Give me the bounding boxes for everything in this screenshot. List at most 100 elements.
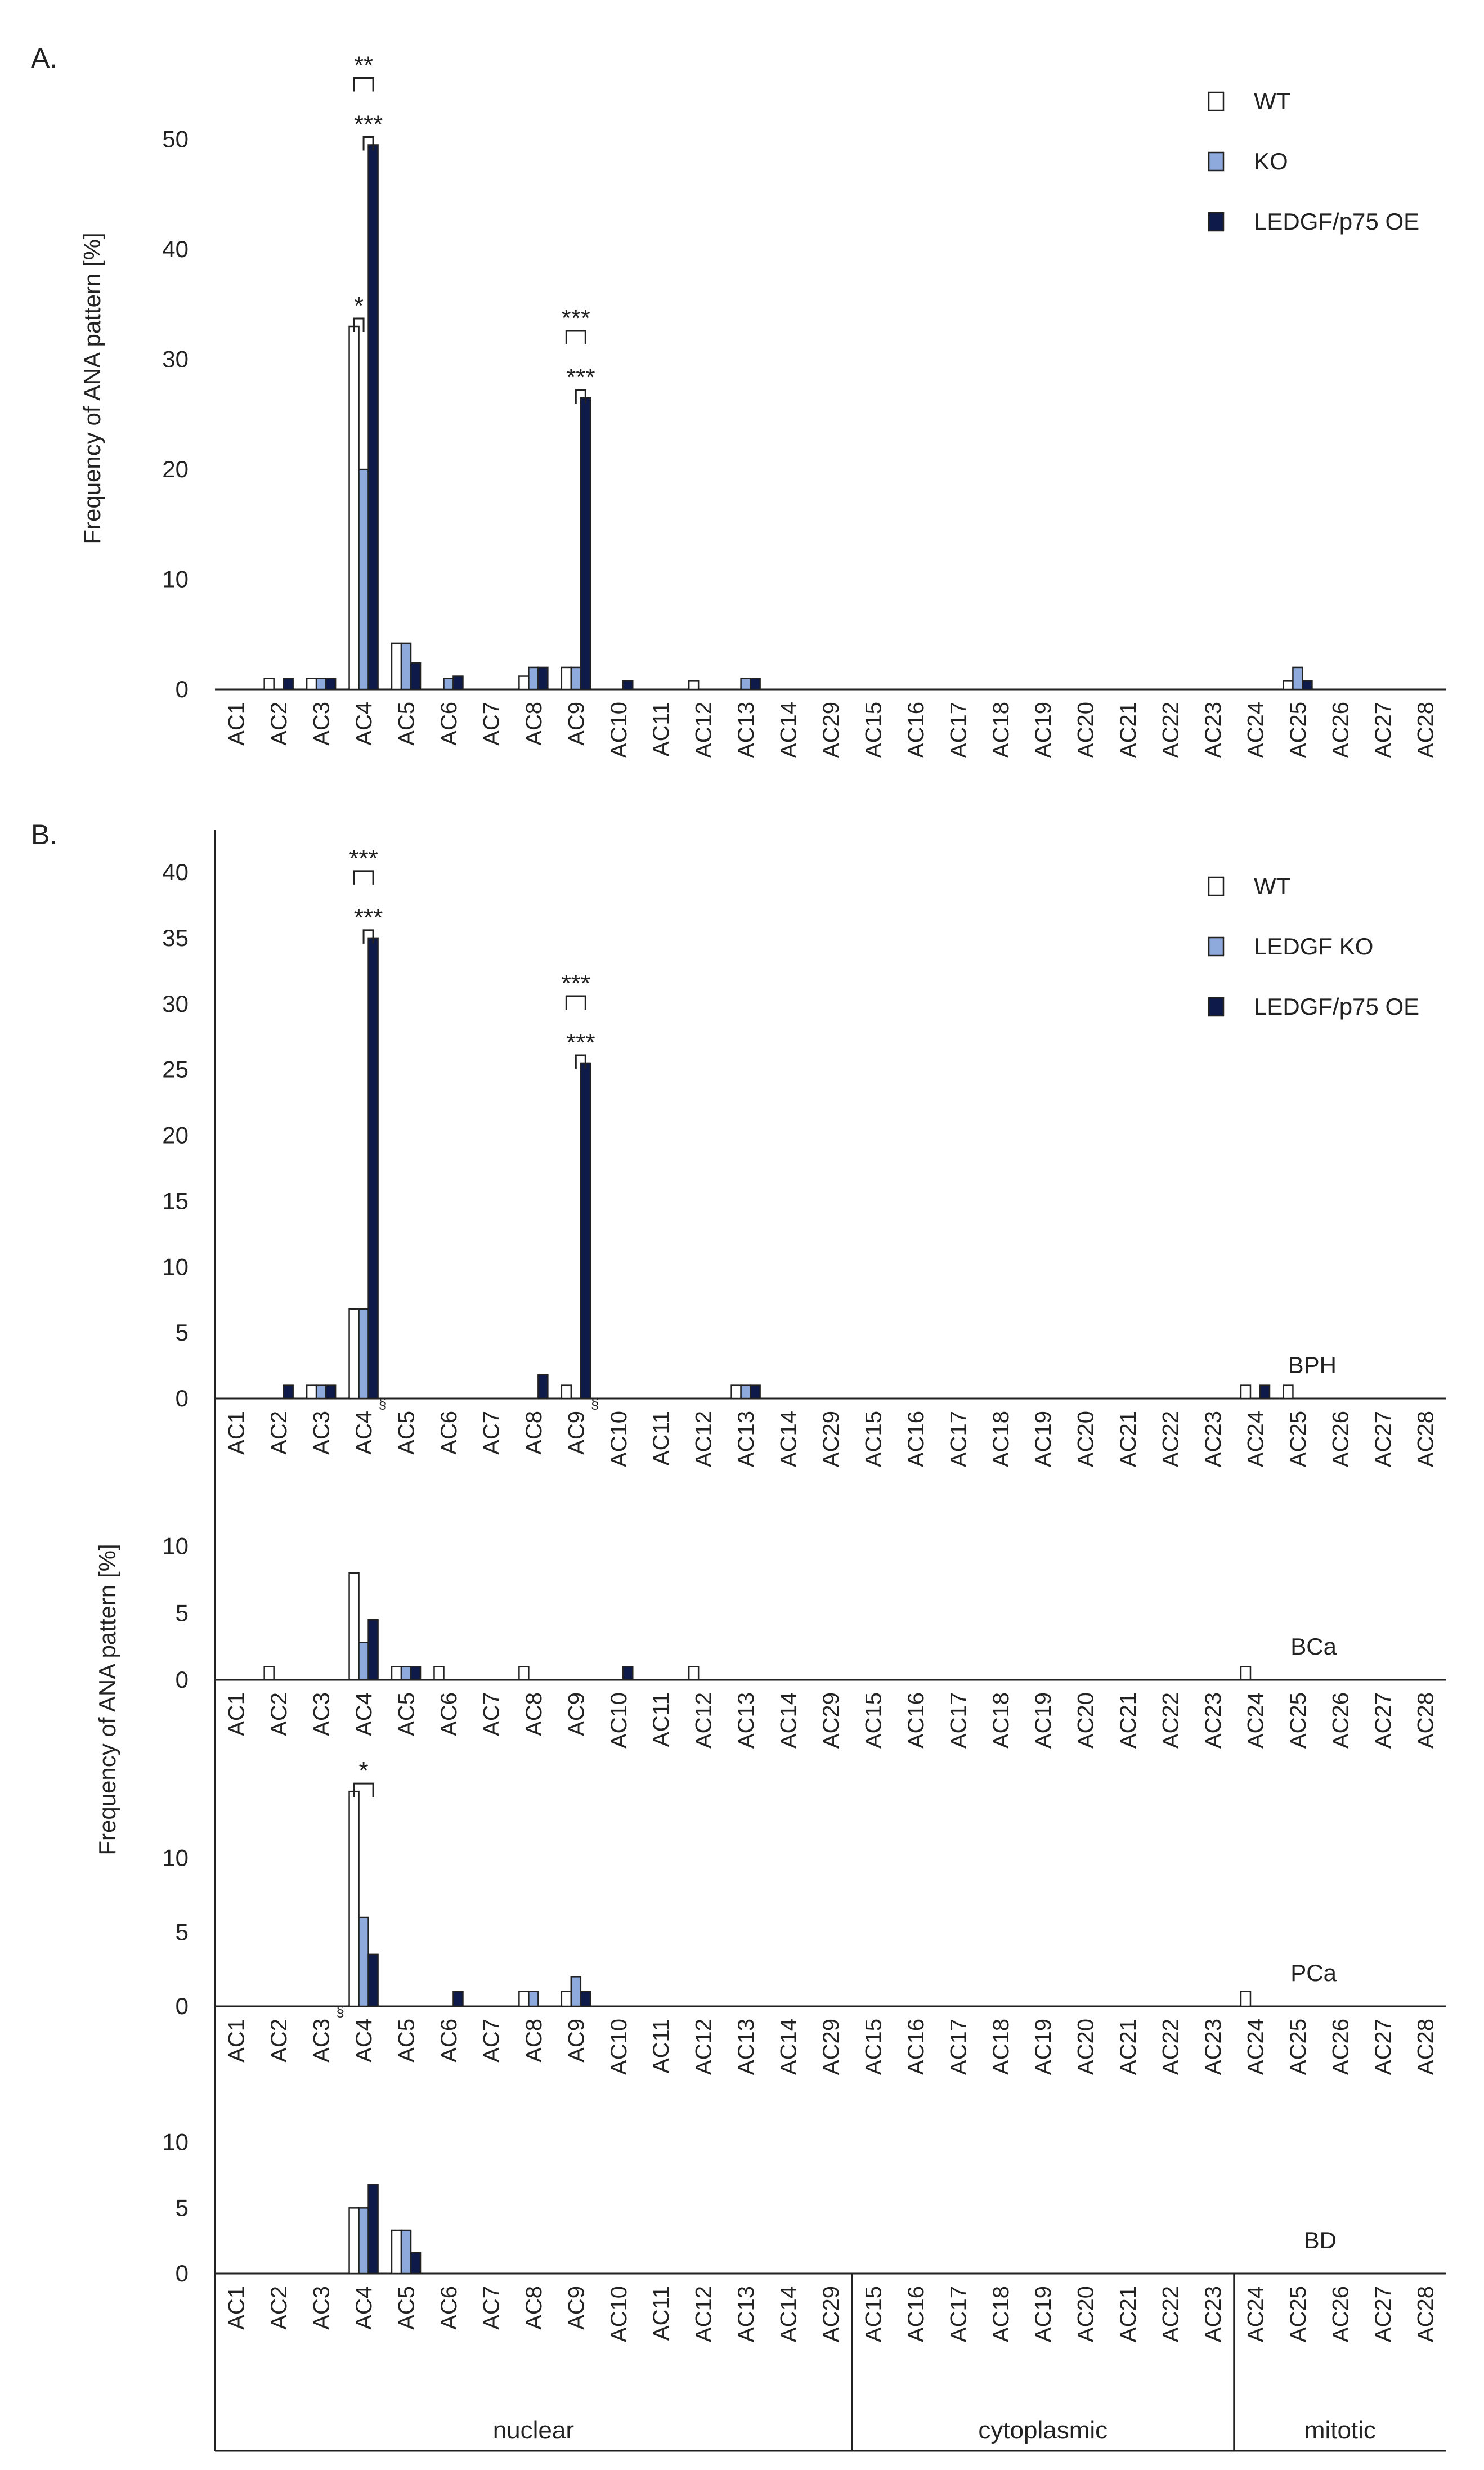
x-tick-label: AC22 xyxy=(1159,2019,1183,2075)
y-tick-label: 15 xyxy=(162,1187,189,1214)
x-tick-label: AC7 xyxy=(479,1692,504,1736)
bar-ko xyxy=(358,2207,369,2275)
significance-bracket xyxy=(362,929,374,944)
x-tick-label: AC15 xyxy=(861,702,886,758)
y-tick-label: 30 xyxy=(162,990,189,1017)
y-axis-label: Frequency of ANA pattern [%] xyxy=(79,232,105,544)
bar-wt xyxy=(1240,1991,1252,2007)
x-tick-label: AC5 xyxy=(394,702,419,746)
x-tick-label: AC24 xyxy=(1243,1692,1268,1749)
bar-wt xyxy=(518,675,530,691)
bar-oe xyxy=(750,1384,761,1400)
y-tick-label: 30 xyxy=(162,346,189,373)
legend-swatch-ko xyxy=(1208,151,1225,172)
x-tick-label: AC23 xyxy=(1201,702,1226,758)
x-tick-label: AC6 xyxy=(437,2019,461,2063)
bar-ko xyxy=(315,678,327,691)
bar-ko xyxy=(358,1642,369,1681)
x-tick-label: AC24 xyxy=(1243,1411,1268,1467)
bar-oe xyxy=(750,678,761,691)
bar-ko xyxy=(400,2229,412,2275)
x-tick-label: AC8 xyxy=(522,1692,546,1736)
subplot-label: BCa xyxy=(1290,1633,1337,1660)
x-tick-label: AC13 xyxy=(734,1411,759,1467)
x-tick-label: AC7 xyxy=(479,2286,504,2330)
bar-wt xyxy=(263,678,275,691)
bar-oe xyxy=(410,662,422,691)
y-tick-label: 10 xyxy=(162,2129,189,2155)
y-tick-label: 20 xyxy=(162,1122,189,1149)
x-tick-label: AC9 xyxy=(564,1411,589,1455)
bar-wt xyxy=(561,666,572,691)
subplot-label: PCa xyxy=(1290,1960,1337,1986)
x-tick-label: AC29 xyxy=(819,2286,844,2342)
x-tick-label: AC28 xyxy=(1413,2019,1438,2075)
bar-wt xyxy=(348,2207,360,2275)
x-tick-label: AC14 xyxy=(777,1411,801,1467)
x-tick-label: AC5 xyxy=(394,2286,419,2330)
x-tick-label: AC17 xyxy=(946,1692,971,1749)
x-tick-label: AC29 xyxy=(819,1411,844,1467)
x-tick-label: AC28 xyxy=(1413,2286,1438,2342)
significance-bracket xyxy=(353,1782,374,1797)
x-tick-label: AC26 xyxy=(1328,1692,1353,1749)
bar-ko xyxy=(358,468,369,691)
y-tick-label: 10 xyxy=(162,1533,189,1559)
x-tick-label: AC1 xyxy=(225,1411,249,1455)
significance-label: *** xyxy=(566,364,595,391)
bar-wt xyxy=(306,678,317,691)
x-tick-label: AC12 xyxy=(692,1411,716,1467)
y-tick-label: 10 xyxy=(162,1253,189,1280)
x-tick-label: AC26 xyxy=(1328,1411,1353,1467)
x-tick-label: AC28 xyxy=(1413,1692,1438,1749)
x-tick-label: AC20 xyxy=(1074,1692,1099,1749)
x-tick-label: AC27 xyxy=(1371,702,1396,758)
bar-oe xyxy=(1259,1384,1271,1400)
x-tick-label: AC18 xyxy=(989,2019,1014,2075)
x-tick-label: AC27 xyxy=(1371,1692,1396,1749)
x-tick-label: AC25 xyxy=(1286,2019,1311,2075)
x-tick-label: AC6 xyxy=(437,702,461,746)
bar-ko xyxy=(528,666,539,691)
x-tick-label: AC11 xyxy=(649,1692,674,1747)
x-tick-label: AC21 xyxy=(1116,2019,1141,2075)
x-tick-label: AC26 xyxy=(1328,2286,1353,2342)
y-tick-label: 5 xyxy=(176,2194,189,2221)
bar-oe xyxy=(452,1991,464,2007)
x-tick-label: AC5 xyxy=(394,1411,419,1455)
bar-wt xyxy=(348,1790,360,2007)
bar-oe xyxy=(325,678,337,691)
x-tick-label: AC14 xyxy=(777,702,801,758)
significance-label: *** xyxy=(354,111,383,138)
chart-panel-1: A. Frequency of ANA pattern [%] 0 10 20 30 40 5… xyxy=(31,42,1446,758)
x-tick-label: AC1 xyxy=(225,1692,249,1736)
x-tick-label: AC20 xyxy=(1074,702,1099,758)
bar-ko xyxy=(358,1308,369,1400)
x-tick-label: AC10 xyxy=(607,1692,631,1749)
bar-wt xyxy=(306,1384,317,1400)
significance-label: *** xyxy=(562,970,590,997)
x-tick-label: AC19 xyxy=(1031,1411,1056,1467)
bar-oe xyxy=(367,1619,379,1681)
significance-bracket xyxy=(353,77,374,92)
x-tick-label: AC3 xyxy=(310,702,334,746)
x-tick-label: AC1 xyxy=(225,2019,249,2063)
chart-panel-3: 0 5 10 AC1 AC2 AC3 AC4 AC5 AC6 AC7 AC8 AC9 AC10 AC11 A… xyxy=(162,1533,1446,1749)
x-tick-label: AC23 xyxy=(1201,2019,1226,2075)
x-tick-label: AC10 xyxy=(607,1411,631,1467)
x-tick-label: AC12 xyxy=(692,2019,716,2075)
bar-oe xyxy=(537,1374,549,1400)
bar-oe xyxy=(452,675,464,691)
x-tick-label: AC29 xyxy=(819,2019,844,2075)
x-tick-label: AC10 xyxy=(607,2286,631,2342)
group-label: mitotic xyxy=(1304,2417,1376,2444)
bar-ko xyxy=(570,1976,582,2007)
x-tick-label: AC29 xyxy=(819,702,844,758)
x-tick-label: AC11 xyxy=(649,1411,674,1465)
x-tick-label: AC18 xyxy=(989,702,1014,758)
bar-oe xyxy=(283,678,294,691)
x-tick-label: AC15 xyxy=(861,2286,886,2342)
x-tick-label: AC12 xyxy=(692,1692,716,1749)
significance-bracket xyxy=(362,136,374,151)
